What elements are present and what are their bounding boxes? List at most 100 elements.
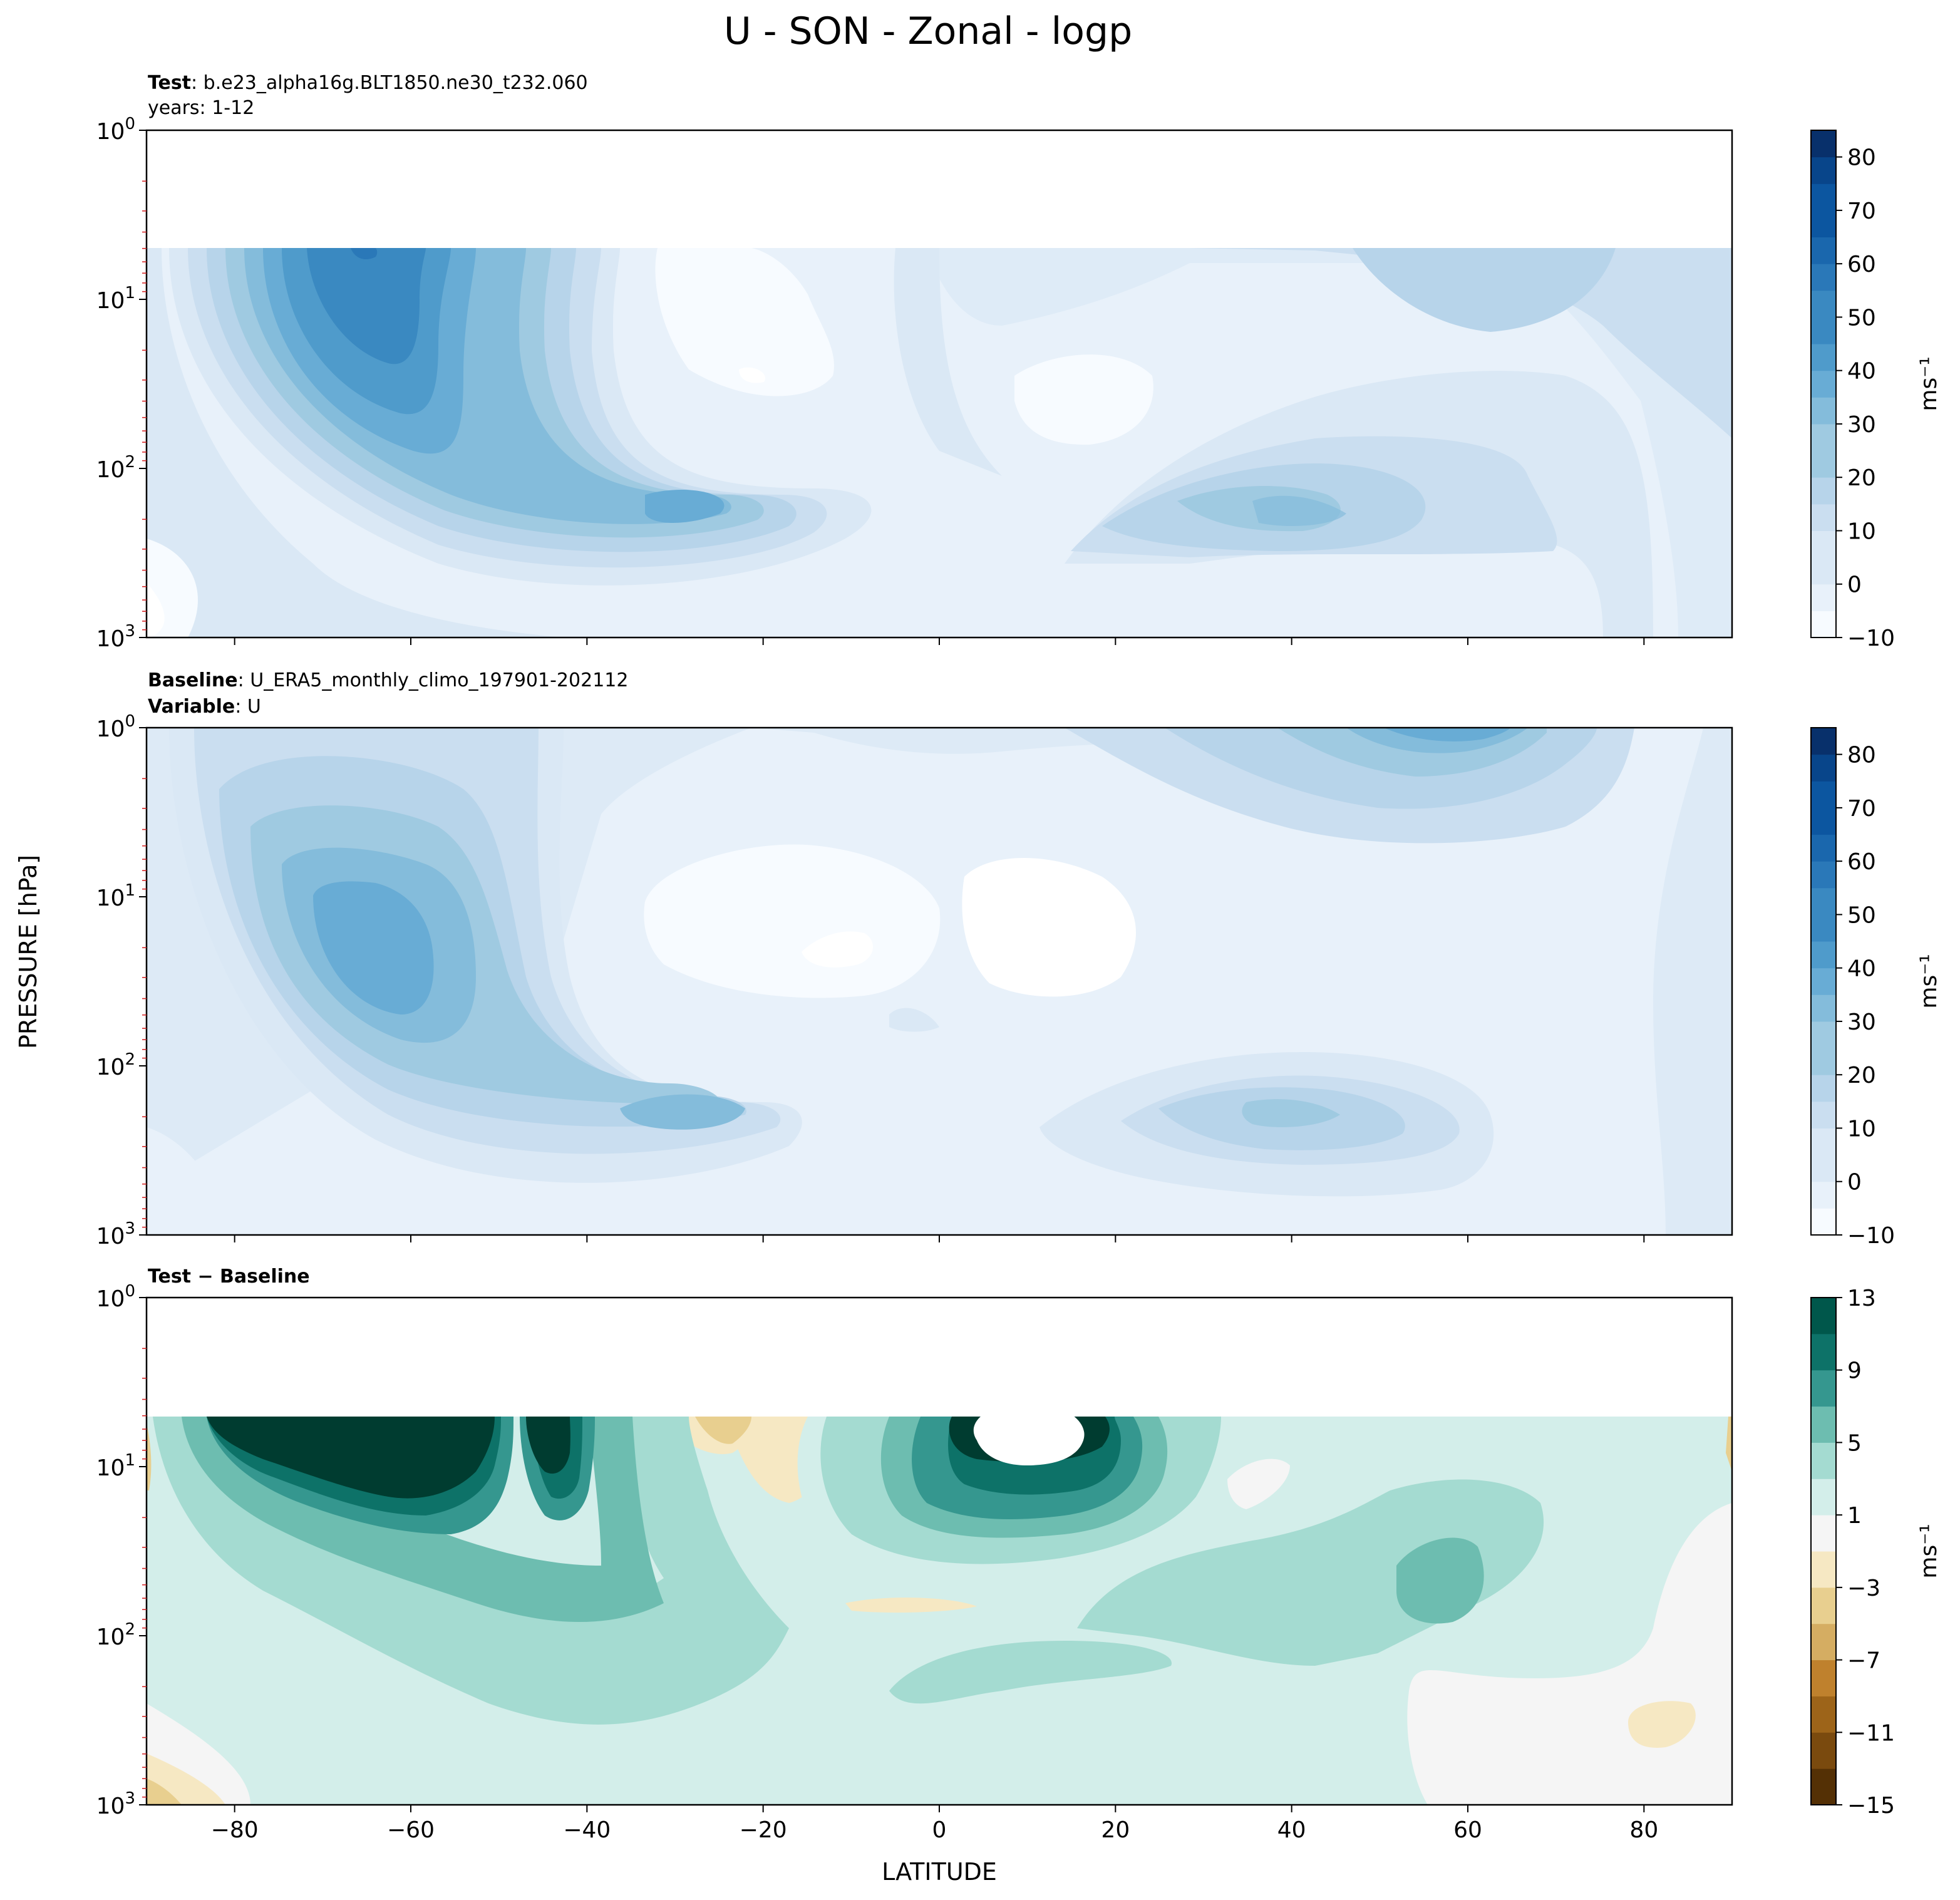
colorbar-segment <box>1811 754 1836 782</box>
figure-title: U - SON - Zonal - logp <box>724 9 1132 53</box>
x-ticks-diff: −80 −60 −40 −20 0 20 40 60 80 <box>211 1805 1658 1843</box>
colorbar-frame <box>1810 130 1837 638</box>
colorbar-tick-label: 40 <box>1847 956 1876 982</box>
colorbar-tick-label: −11 <box>1847 1720 1895 1746</box>
panel-test-case: : b.e23_alpha16g.BLT1850.ne30_t232.060 <box>191 72 588 94</box>
colorbar-tick-label: −15 <box>1847 1793 1895 1819</box>
y-tick-label: 101 <box>96 881 135 911</box>
colorbar-frame <box>1810 727 1837 1236</box>
colorbar-frame <box>1810 1297 1837 1805</box>
colorbar-segment <box>1811 370 1836 398</box>
colorbar-tick-label: 30 <box>1847 1009 1876 1035</box>
y-axis-label: PRESSURE [hPa] <box>14 855 42 1049</box>
colorbar-segment <box>1811 1298 1836 1335</box>
contour-baseline <box>147 728 1732 1235</box>
colorbar-tick-label: 20 <box>1847 1063 1876 1088</box>
colorbar-segment <box>1811 237 1836 264</box>
colorbar-segment <box>1811 210 1836 238</box>
y-tick-label: 102 <box>96 453 135 483</box>
colorbar-segment <box>1811 1208 1836 1236</box>
colorbar-tick-label: 10 <box>1847 519 1876 544</box>
colorbar-tick-label: 20 <box>1847 465 1876 491</box>
x-tick-label: 40 <box>1277 1817 1306 1843</box>
colorbar-tick-label: −10 <box>1847 626 1895 651</box>
y-tick-label: 103 <box>96 1219 135 1249</box>
panel-baseline-label: Baseline <box>148 669 238 691</box>
colorbar-segment <box>1811 157 1836 184</box>
colorbar-segment <box>1811 994 1836 1022</box>
panel-diff-label: Test − Baseline <box>148 1266 310 1288</box>
y-axis-test: 103 102 101 100 <box>96 115 147 652</box>
colorbar-segment <box>1811 557 1836 585</box>
colorbar-segment <box>1811 1181 1836 1209</box>
colorbar-segment <box>1811 1442 1836 1479</box>
panel-test-header-1: Test: b.e23_alpha16g.BLT1850.ne30_t232.0… <box>148 72 588 94</box>
colorbar-segment <box>1811 1333 1836 1371</box>
colorbar-segment <box>1811 1075 1836 1102</box>
colorbar-tick-label: 70 <box>1847 796 1876 822</box>
x-tick-label: −20 <box>740 1817 787 1843</box>
colorbar-segment <box>1811 1370 1836 1407</box>
colorbar-segment <box>1811 1128 1836 1155</box>
x-tick-label: 20 <box>1101 1817 1130 1843</box>
y-tick-label: 101 <box>96 1451 135 1481</box>
colorbar-segment <box>1811 1587 1836 1624</box>
panel-baseline-variable: : U <box>235 696 261 718</box>
x-tick-label: 60 <box>1453 1817 1482 1843</box>
x-tick-label: −60 <box>387 1817 435 1843</box>
y-tick-label: 100 <box>96 115 135 145</box>
colorbar-segment <box>1811 264 1836 291</box>
y-tick-label: 100 <box>96 712 135 742</box>
panel-test: Test: b.e23_alpha16g.BLT1850.ne30_t232.0… <box>96 72 1942 652</box>
colorbar-segment <box>1811 914 1836 942</box>
x-tick-label: 0 <box>932 1817 947 1843</box>
y-tick-label: 102 <box>96 1050 135 1080</box>
contour-diff <box>147 1298 1732 1805</box>
colorbar-tick-label: 60 <box>1847 252 1876 277</box>
colorbar-segment <box>1811 397 1836 425</box>
colorbar-tick-label: 0 <box>1847 572 1862 598</box>
panel-diff: Test − Baseline <box>96 1266 1942 1843</box>
colorbar-tick-label: 9 <box>1847 1358 1862 1384</box>
colorbar-segment <box>1811 781 1836 808</box>
colorbar-tick-label: 50 <box>1847 305 1876 331</box>
colorbar-segment <box>1811 1732 1836 1769</box>
colorbar-segment <box>1811 1479 1836 1515</box>
x-tick-label: 80 <box>1629 1817 1658 1843</box>
colorbar-unit-label: ms⁻¹ <box>1916 954 1942 1008</box>
colorbar-segment <box>1811 1768 1836 1805</box>
colorbar-segment <box>1811 1515 1836 1552</box>
colorbar-segment <box>1811 1406 1836 1443</box>
colorbar-tick-label: 30 <box>1847 412 1876 438</box>
y-tick-label: 103 <box>96 622 135 652</box>
panel-test-years: years: 1-12 <box>148 97 254 119</box>
y-tick-label: 101 <box>96 284 135 314</box>
colorbar-segment <box>1811 1660 1836 1696</box>
panel-baseline-case: : U_ERA5_monthly_climo_197901-202112 <box>238 669 629 691</box>
colorbar-tick-label: −10 <box>1847 1223 1895 1249</box>
colorbar-tick-label: 50 <box>1847 902 1876 928</box>
colorbar-segment <box>1811 423 1836 452</box>
colorbar-segment <box>1811 1155 1836 1182</box>
colorbar-tick-label: 80 <box>1847 145 1876 171</box>
colorbar-segment <box>1811 1101 1836 1128</box>
colorbar-segment <box>1811 728 1836 755</box>
colorbar-segment <box>1811 344 1836 371</box>
colorbar-segment <box>1811 807 1836 835</box>
y-tick-label: 100 <box>96 1282 135 1312</box>
colorbar-tick-label: −7 <box>1847 1648 1880 1674</box>
colorbar-segment <box>1811 1048 1836 1075</box>
panel-baseline-variable-label: Variable <box>148 696 235 718</box>
x-axis-label: LATITUDE <box>882 1858 997 1886</box>
colorbar-segment <box>1811 130 1836 158</box>
colorbar-segment <box>1811 1696 1836 1733</box>
y-axis-diff: 103 102 101 100 <box>96 1282 147 1819</box>
panel-baseline: Baseline: U_ERA5_monthly_climo_197901-20… <box>96 669 1942 1249</box>
contour-test <box>147 130 1732 638</box>
colorbar-tick-label: 0 <box>1847 1170 1862 1195</box>
x-tick-label: −80 <box>211 1817 259 1843</box>
colorbar-segment <box>1811 477 1836 505</box>
colorbar-segment <box>1811 861 1836 889</box>
colorbar-segment <box>1811 968 1836 995</box>
x-tick-label: −40 <box>563 1817 611 1843</box>
